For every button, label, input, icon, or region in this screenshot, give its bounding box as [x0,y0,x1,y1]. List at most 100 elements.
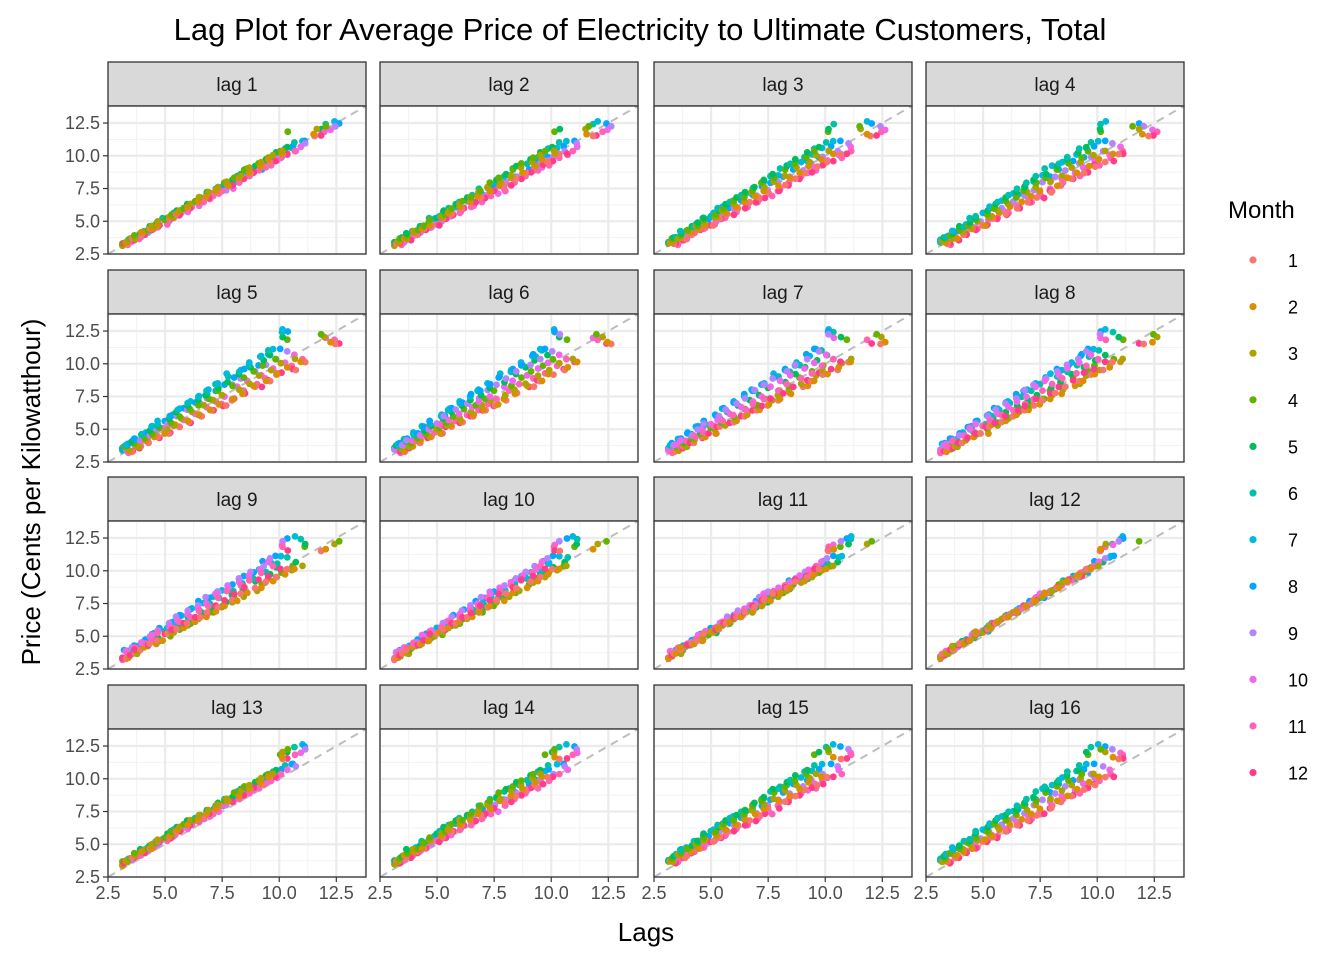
data-point [1090,760,1098,768]
data-point [517,576,525,584]
data-point [818,773,825,781]
data-point [1109,150,1117,158]
data-point [837,543,844,551]
data-point [878,128,885,136]
data-point [823,773,831,781]
facet-strip [107,684,367,730]
data-point [130,435,138,443]
data-point [1048,380,1056,388]
data-point [797,380,805,388]
data-point [284,745,292,753]
facet-panel-16: lag 16 2.5 5.0 7.5 10.0 12.5 [913,684,1185,903]
data-point [594,540,602,548]
facet-panel-10: lag 10 [378,476,639,671]
data-point [981,836,989,844]
data-point [1075,359,1083,367]
y-tick-label: 5.0 [75,211,100,231]
data-point [551,745,558,753]
data-point [676,437,684,444]
data-point [786,578,794,586]
data-point [767,395,774,403]
points-group [119,118,343,250]
data-point [292,763,300,770]
x-tick-label: 2.5 [95,883,120,903]
data-point [130,232,138,239]
data-point [761,194,769,202]
panel-border [107,105,367,255]
data-point [279,748,286,756]
panel-border [925,313,1185,463]
points-group [937,326,1161,457]
data-point [1110,157,1118,165]
data-point [1109,358,1116,366]
data-point [1023,602,1030,610]
data-point [1087,139,1095,146]
data-point [495,374,503,381]
data-point [760,596,768,604]
data-point [830,334,838,342]
data-point [751,386,758,394]
data-point [512,368,520,375]
data-point [556,330,564,338]
data-point [699,429,707,436]
data-point [496,795,504,803]
data-point [700,420,707,427]
data-point [1024,198,1032,206]
facet-panel-9: lag 9 2.5 5.0 7.5 10.0 12.5 [65,476,367,679]
data-point [1080,369,1088,377]
data-point [863,336,871,344]
data-point [518,374,525,381]
data-point [1039,796,1046,804]
data-point [262,377,270,385]
data-point [837,150,845,158]
data-point [420,222,427,230]
data-point [1063,365,1071,372]
data-point [769,375,777,382]
data-point [215,401,223,408]
data-point [495,174,503,182]
data-point [1030,402,1038,409]
data-point [555,351,563,359]
data-point [1102,336,1110,344]
data-point [501,391,509,399]
data-point [527,368,535,375]
data-point [1033,194,1041,201]
data-point [781,798,789,806]
facet-strip-label: lag 15 [757,698,809,719]
data-point [536,573,544,581]
facet-panel-1: lag 1 2.5 5.0 7.5 10.0 12.5 [65,61,367,264]
points-group [665,326,889,457]
data-point [1097,120,1104,128]
data-point [1109,745,1116,753]
data-point [751,183,758,191]
x-tick-label: 10.0 [808,883,843,903]
y-tick-label: 7.5 [75,387,100,407]
data-point [553,760,561,768]
y-tick-label: 7.5 [75,179,100,199]
data-point [494,401,502,408]
data-point [824,745,832,753]
data-point [810,147,818,155]
reference-line [925,520,1185,670]
data-point [255,576,262,584]
y-tick-label: 12.5 [65,113,100,133]
data-point [495,590,503,598]
data-point [1032,172,1040,180]
data-point [803,149,811,156]
data-point [714,624,721,632]
data-point [556,547,564,555]
data-point [154,218,162,225]
data-point [1082,362,1090,370]
data-point [751,604,758,611]
y-tick-label: 12.5 [65,736,100,756]
data-point [284,547,292,554]
data-point [741,609,749,616]
facet-strip-label: lag 5 [216,283,257,304]
data-point [493,395,500,403]
data-point [269,345,277,353]
data-point [1149,338,1156,346]
legend-item-7: 7 [1249,531,1298,551]
data-point [972,827,979,835]
data-point [277,552,285,560]
